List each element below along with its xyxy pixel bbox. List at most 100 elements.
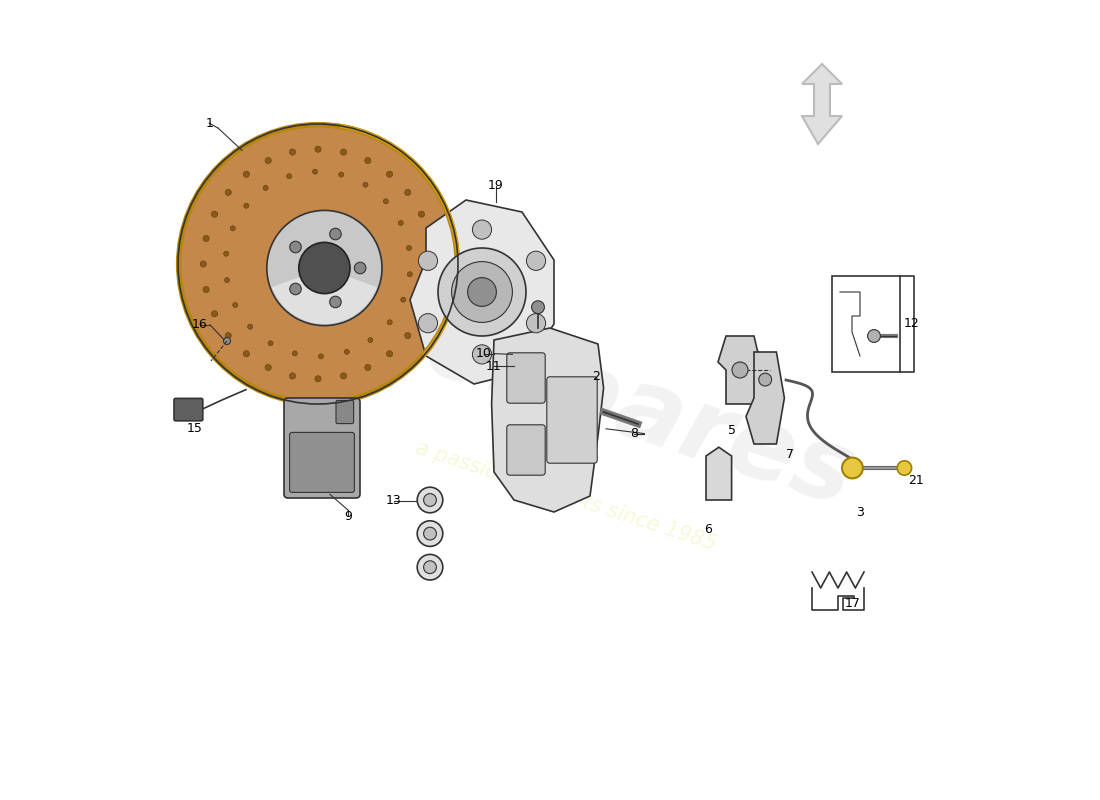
Circle shape xyxy=(468,278,496,306)
Circle shape xyxy=(417,554,443,580)
Circle shape xyxy=(417,521,443,546)
FancyBboxPatch shape xyxy=(284,398,360,498)
Text: 13: 13 xyxy=(386,494,402,507)
Circle shape xyxy=(898,461,912,475)
Circle shape xyxy=(407,246,411,250)
Circle shape xyxy=(339,172,343,177)
Circle shape xyxy=(365,158,371,164)
Text: 11: 11 xyxy=(486,360,502,373)
Circle shape xyxy=(387,320,393,325)
Circle shape xyxy=(424,561,437,574)
FancyBboxPatch shape xyxy=(336,400,353,424)
Polygon shape xyxy=(706,447,732,500)
Circle shape xyxy=(265,364,272,370)
Circle shape xyxy=(365,364,371,370)
Circle shape xyxy=(211,310,218,317)
Circle shape xyxy=(400,297,406,302)
Text: a passion for parts since 1985: a passion for parts since 1985 xyxy=(414,438,719,554)
Wedge shape xyxy=(272,268,377,324)
FancyBboxPatch shape xyxy=(507,425,546,475)
Circle shape xyxy=(367,338,373,342)
Circle shape xyxy=(407,272,412,277)
Polygon shape xyxy=(746,352,784,444)
Text: 9: 9 xyxy=(344,510,352,522)
Text: 17: 17 xyxy=(845,597,860,610)
Circle shape xyxy=(527,314,546,333)
Circle shape xyxy=(318,354,323,359)
Circle shape xyxy=(452,262,513,322)
Circle shape xyxy=(211,211,218,218)
Circle shape xyxy=(330,228,341,240)
Text: 6: 6 xyxy=(704,523,713,536)
Circle shape xyxy=(732,362,748,378)
Polygon shape xyxy=(410,200,554,384)
Circle shape xyxy=(223,251,229,256)
Circle shape xyxy=(472,220,492,239)
Circle shape xyxy=(430,261,436,267)
Circle shape xyxy=(244,203,249,208)
Circle shape xyxy=(330,296,341,308)
Circle shape xyxy=(268,341,273,346)
Text: 15: 15 xyxy=(187,422,202,434)
Text: 2: 2 xyxy=(593,370,601,382)
Circle shape xyxy=(224,278,230,282)
Circle shape xyxy=(178,124,458,404)
Circle shape xyxy=(759,373,771,386)
Text: 16: 16 xyxy=(191,318,208,331)
Circle shape xyxy=(405,190,410,195)
Circle shape xyxy=(299,242,350,294)
Circle shape xyxy=(263,186,268,190)
Circle shape xyxy=(341,149,346,155)
Circle shape xyxy=(204,286,209,293)
Circle shape xyxy=(418,211,425,218)
Circle shape xyxy=(354,262,366,274)
Circle shape xyxy=(233,302,238,307)
Circle shape xyxy=(424,527,437,540)
Circle shape xyxy=(315,376,321,382)
Circle shape xyxy=(417,487,443,513)
Circle shape xyxy=(226,190,231,195)
Circle shape xyxy=(223,338,231,345)
Circle shape xyxy=(418,314,438,333)
Polygon shape xyxy=(492,328,604,512)
Text: eurospares: eurospares xyxy=(234,240,866,528)
Circle shape xyxy=(265,158,272,164)
Circle shape xyxy=(418,251,438,270)
Circle shape xyxy=(204,235,209,242)
Circle shape xyxy=(341,373,346,379)
Circle shape xyxy=(472,345,492,364)
Circle shape xyxy=(230,226,235,231)
Circle shape xyxy=(289,283,301,294)
Circle shape xyxy=(418,310,425,317)
Circle shape xyxy=(289,149,296,155)
Circle shape xyxy=(386,350,393,357)
Circle shape xyxy=(868,330,880,342)
Circle shape xyxy=(427,235,433,242)
Circle shape xyxy=(363,182,368,187)
FancyBboxPatch shape xyxy=(547,377,597,463)
Circle shape xyxy=(438,248,526,336)
Circle shape xyxy=(424,494,437,506)
Circle shape xyxy=(427,286,433,293)
Circle shape xyxy=(200,261,207,267)
Circle shape xyxy=(287,174,292,178)
Bar xyxy=(832,276,900,372)
Text: 3: 3 xyxy=(856,506,864,518)
Polygon shape xyxy=(718,336,762,404)
Circle shape xyxy=(293,351,297,356)
Circle shape xyxy=(315,146,321,152)
FancyBboxPatch shape xyxy=(507,353,546,403)
FancyBboxPatch shape xyxy=(289,432,354,492)
Circle shape xyxy=(243,171,250,178)
Circle shape xyxy=(344,350,350,354)
Circle shape xyxy=(384,198,388,204)
Text: 19: 19 xyxy=(487,179,504,192)
Text: 12: 12 xyxy=(904,317,920,330)
Circle shape xyxy=(267,210,382,326)
Circle shape xyxy=(289,373,296,379)
Circle shape xyxy=(248,324,253,330)
Circle shape xyxy=(842,458,862,478)
Circle shape xyxy=(527,251,546,270)
Circle shape xyxy=(386,171,393,178)
Circle shape xyxy=(226,333,231,338)
